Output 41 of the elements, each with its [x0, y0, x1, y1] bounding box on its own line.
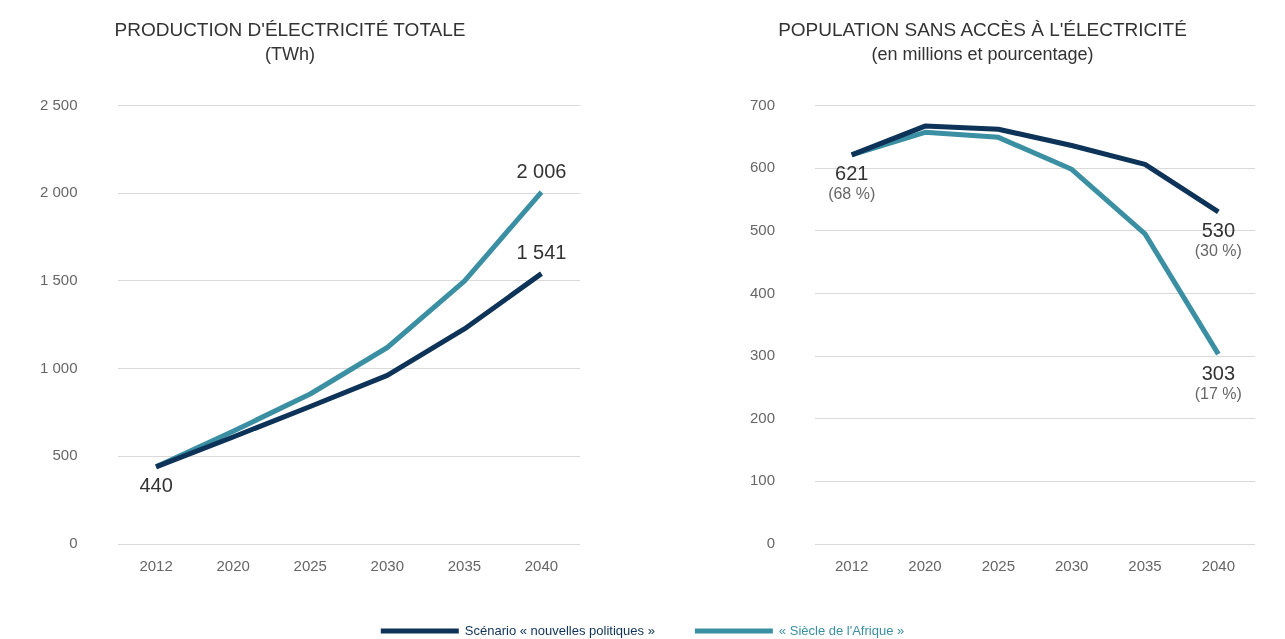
y-tick-label: 0 — [766, 534, 776, 552]
y-tick-label: 500 — [750, 220, 776, 238]
y-tick-label: 600 — [750, 158, 776, 176]
annotation: (17 %) — [1194, 384, 1242, 402]
annotation: 530 — [1201, 219, 1236, 242]
y-tick-label: 100 — [750, 471, 776, 489]
chart-subtitle: (en millions et pourcentage) — [871, 43, 1094, 64]
annotation: 2 006 — [516, 159, 567, 182]
y-tick-label: 200 — [750, 408, 776, 426]
x-tick-label: 2020 — [216, 557, 250, 575]
chart-subtitle: (TWh) — [265, 43, 315, 64]
x-tick-label: 2020 — [908, 557, 942, 575]
x-tick-label: 2025 — [293, 557, 327, 575]
y-tick-label: 2 500 — [39, 95, 78, 113]
y-tick-label: 500 — [52, 446, 78, 464]
annotation: 1 541 — [516, 241, 567, 264]
annotation: (30 %) — [1194, 242, 1242, 260]
y-tick-label: 1 500 — [39, 270, 78, 288]
text: Scénario « nouvelles politiques » — [464, 622, 655, 638]
x-tick-label: 2012 — [139, 557, 173, 575]
y-tick-label: 0 — [69, 534, 78, 552]
x-tick-label: 2040 — [524, 557, 559, 575]
x-tick-label: 2035 — [447, 557, 482, 575]
x-tick-label: 2025 — [981, 557, 1016, 575]
annotation: (68 %) — [828, 185, 876, 203]
x-tick-label: 2030 — [1054, 557, 1089, 575]
text: « Siècle de l'Afrique » — [778, 622, 905, 638]
x-tick-label: 2040 — [1201, 557, 1236, 575]
y-tick-label: 400 — [750, 283, 776, 301]
annotation: 303 — [1201, 361, 1236, 384]
annotation: 621 — [835, 162, 869, 185]
annotation: 440 — [139, 474, 173, 497]
y-tick-label: 1 000 — [39, 358, 78, 376]
x-tick-label: 2030 — [370, 557, 404, 575]
chart-title: POPULATION SANS ACCÈS À L'ÉLECTRICITÉ — [778, 18, 1187, 40]
y-tick-label: 700 — [750, 95, 776, 113]
x-tick-label: 2012 — [835, 557, 869, 575]
y-tick-label: 2 000 — [39, 183, 78, 201]
chart-title: PRODUCTION D'ÉLECTRICITÉ TOTALE — [114, 18, 466, 40]
y-tick-label: 300 — [750, 346, 776, 364]
x-tick-label: 2035 — [1128, 557, 1162, 575]
